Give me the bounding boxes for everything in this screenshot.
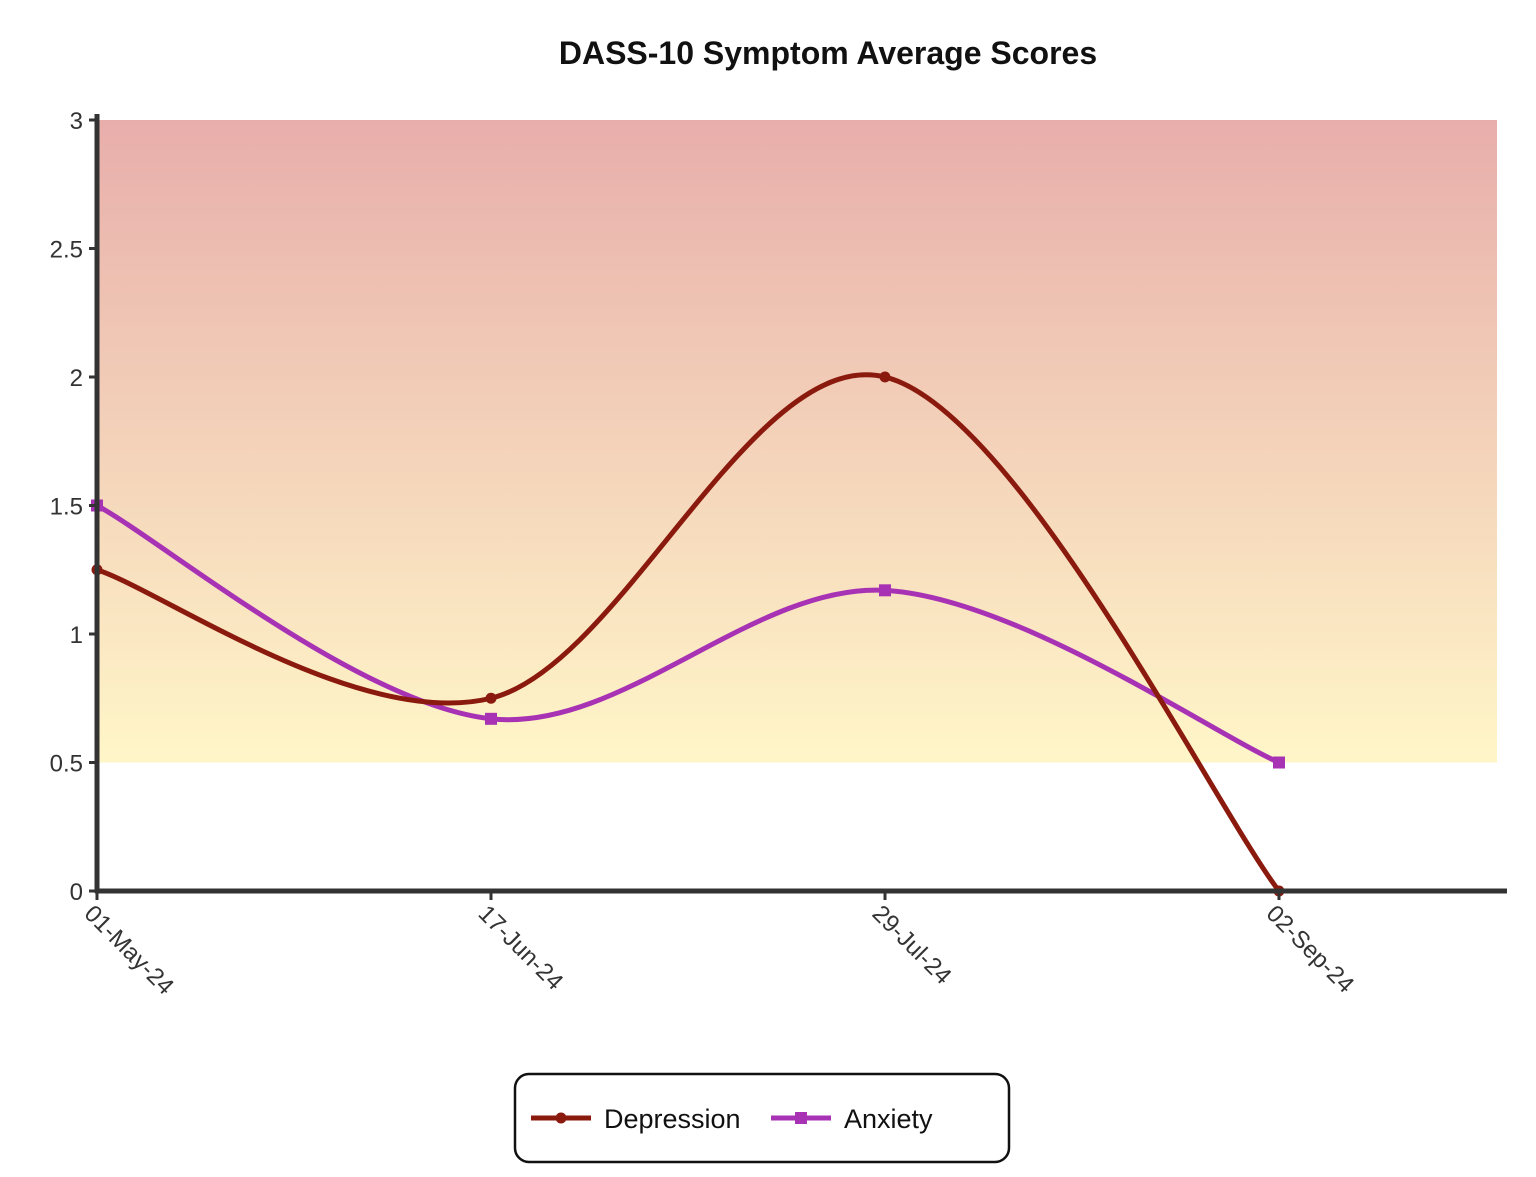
series-layer (91, 371, 1285, 897)
y-tick-label: 2 (70, 365, 83, 392)
anxiety-series-line (94, 503, 1282, 765)
anxiety-data-point (879, 584, 891, 597)
depression-data-point (879, 371, 891, 383)
x-tick-label: 02-Sep-24 (1261, 900, 1359, 998)
chart-title: DASS-10 Symptom Average Scores (559, 35, 1097, 71)
anxiety-data-point (485, 712, 497, 725)
x-tick-label: 29-Jul-24 (867, 900, 957, 990)
legend-anxiety-marker (795, 1112, 807, 1124)
depression-data-point (485, 692, 497, 704)
depression-series-line (94, 372, 1282, 894)
legend-depression-marker (555, 1112, 567, 1124)
y-tick-label: 1 (70, 622, 83, 649)
legend-anxiety-label: Anxiety (844, 1104, 933, 1134)
y-tick-label: 3 (70, 108, 83, 135)
anxiety-data-point (1273, 756, 1285, 769)
severity-band (97, 120, 1497, 763)
y-ticks: 0 0.5 1 1.5 2 2.5 3 (50, 108, 97, 906)
y-tick-label: 2.5 (50, 237, 83, 264)
x-tick-label: 17-Jun-24 (473, 900, 569, 996)
x-tick-label: 01-May-24 (79, 900, 179, 1000)
y-tick-label: 0.5 (50, 751, 83, 778)
x-ticks: 01-May-24 17-Jun-24 29-Jul-24 02-Sep-24 (79, 891, 1359, 1000)
y-tick-label: 1.5 (50, 494, 83, 521)
legend-box (513, 1072, 1011, 1164)
legend-depression-label: Depression (604, 1104, 741, 1134)
legend: Depression Anxiety (513, 1072, 1011, 1164)
y-tick-label: 0 (70, 879, 83, 906)
